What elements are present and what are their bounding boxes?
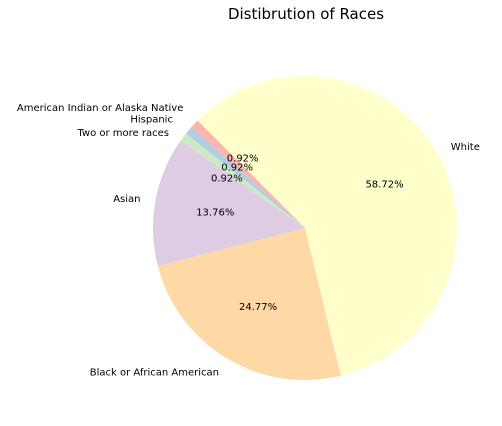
pie-slice-two-or-more-races xyxy=(180,133,305,228)
pie-slice-american-indian-or-alaska-native xyxy=(191,120,305,228)
category-label-white: White xyxy=(451,142,480,153)
pct-label-white: 58.72% xyxy=(365,179,403,190)
pie-slice-asian xyxy=(153,140,305,266)
category-label-two-or-more-races: Two or more races xyxy=(76,128,169,139)
category-label-asian: Asian xyxy=(113,194,140,205)
category-label-hispanic: Hispanic xyxy=(130,114,173,125)
chart-title: Distibrution of Races xyxy=(228,5,384,23)
pct-label-asian: 13.76% xyxy=(196,208,234,219)
pie-slices xyxy=(153,76,457,381)
category-label-black-or-african-american: Black or African American xyxy=(90,367,219,378)
category-label-american-indian-or-alaska-native: American Indian or Alaska Native xyxy=(17,103,184,114)
pie-slice-black-or-african-american xyxy=(157,228,341,381)
pct-label-hispanic: 0.92% xyxy=(221,162,253,173)
pie-slice-hispanic xyxy=(185,126,305,228)
pct-label-american-indian-or-alaska-native: 0.92% xyxy=(227,153,259,164)
pie-labels: 58.72% White 24.77% Black or African Americ… xyxy=(17,103,480,378)
pct-label-two-or-more-races: 0.92% xyxy=(211,173,243,184)
pct-label-black-or-african-american: 24.77% xyxy=(239,302,277,313)
pie-slice-white xyxy=(197,76,457,376)
